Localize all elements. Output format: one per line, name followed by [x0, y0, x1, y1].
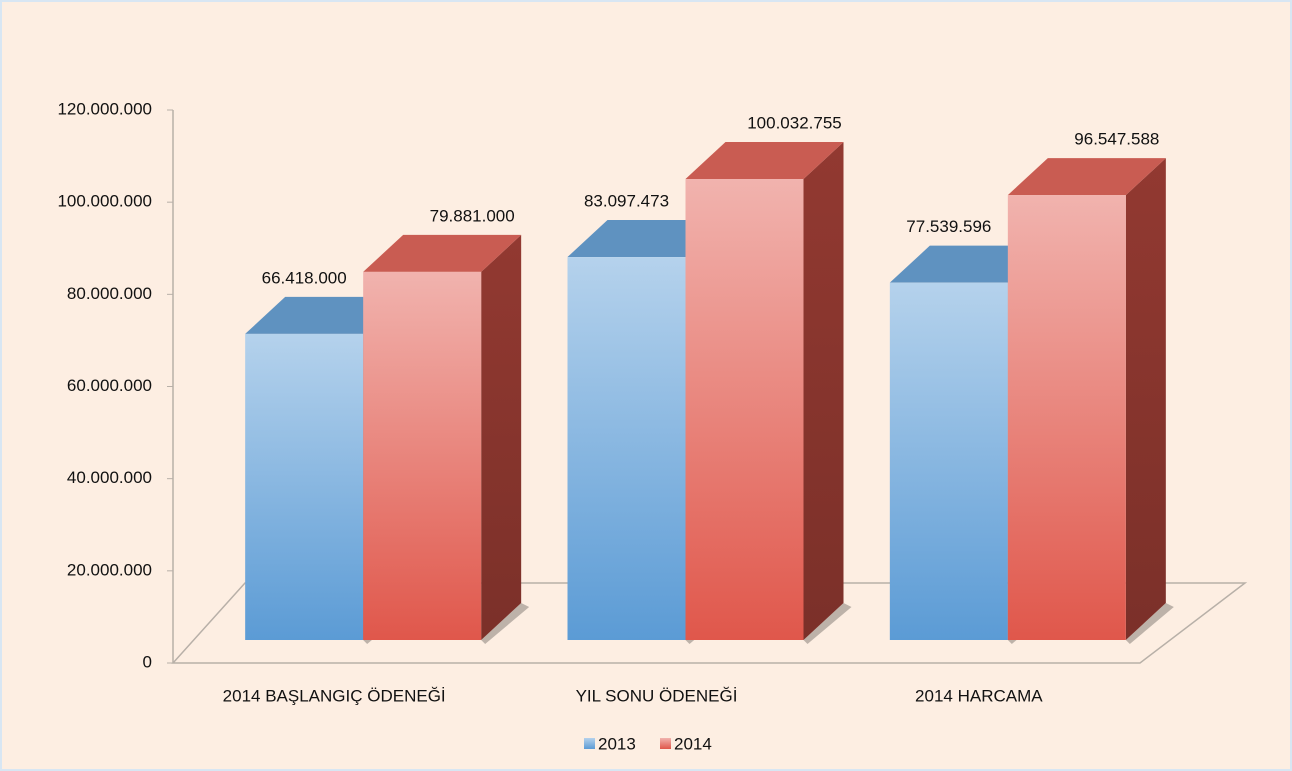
bar-top: [363, 234, 522, 272]
bar-shadow: [803, 603, 852, 644]
legend-swatch: [660, 738, 671, 749]
data-label: 96.547.588: [1074, 130, 1159, 149]
bar: [363, 234, 530, 644]
x-tick-label: 2014 HARCAMA: [915, 686, 1043, 705]
y-tick-label: 120.000.000: [57, 99, 152, 118]
bar-front: [245, 333, 364, 640]
data-label: 79.881.000: [430, 206, 515, 225]
data-label: 100.032.755: [747, 114, 842, 133]
floor: [171, 582, 1248, 664]
bar-front: [1007, 195, 1126, 640]
y-tick-label: 40.000.000: [67, 468, 152, 487]
bar-shadow: [481, 603, 530, 644]
bar-side: [1125, 158, 1166, 640]
y-tick-label: 20.000.000: [67, 560, 152, 579]
bar-front: [889, 282, 1008, 640]
bar-top: [1007, 158, 1166, 196]
data-label: 66.418.000: [262, 268, 347, 287]
x-tick-label: 2014 BAŞLANGIÇ ÖDENEĞİ: [223, 686, 446, 705]
legend-swatch: [584, 738, 595, 749]
legend-label: 2013: [598, 734, 636, 753]
bar-top: [685, 142, 844, 180]
bar-front: [685, 179, 804, 640]
x-tick-label: YIL SONU ÖDENEĞİ: [576, 686, 738, 705]
y-tick-label: 100.000.000: [57, 192, 152, 211]
bar-front: [363, 271, 482, 640]
bar: [1007, 158, 1174, 644]
bar-shadow: [1125, 603, 1174, 644]
bar-side: [803, 142, 844, 640]
bar-side: [481, 234, 522, 641]
bar-front: [567, 257, 686, 640]
data-label: 77.539.596: [906, 217, 991, 236]
bar: [685, 142, 852, 644]
y-tick-label: 0: [143, 652, 152, 671]
legend-label: 2014: [674, 734, 712, 753]
data-label: 83.097.473: [584, 192, 669, 211]
y-tick-label: 60.000.000: [67, 376, 152, 395]
y-tick-label: 80.000.000: [67, 284, 152, 303]
